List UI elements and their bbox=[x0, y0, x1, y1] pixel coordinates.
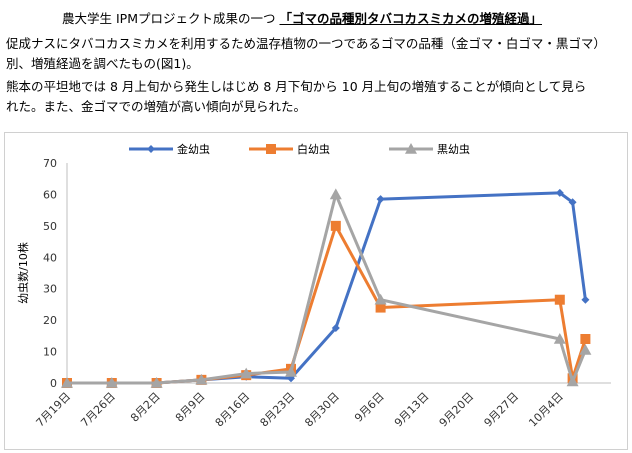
data-point bbox=[195, 373, 208, 385]
x-tick-label: 10月4日 bbox=[526, 390, 566, 430]
legend-marker bbox=[266, 144, 276, 154]
y-axis-label: 幼虫数/10株 bbox=[16, 242, 30, 304]
data-point bbox=[554, 294, 565, 305]
x-tick-label: 8月23日 bbox=[258, 390, 298, 430]
data-point bbox=[579, 344, 592, 355]
x-tick-label: 7月26日 bbox=[78, 390, 118, 430]
y-tick-label: 0 bbox=[50, 377, 57, 390]
description-line-4: れた。また、金ゴマでの増殖が高い傾向が見られた。 bbox=[6, 99, 307, 114]
data-point bbox=[331, 324, 340, 332]
series-line bbox=[67, 191, 587, 385]
series-line bbox=[67, 192, 587, 385]
data-point bbox=[580, 334, 591, 344]
x-tick-label: 7月19日 bbox=[34, 390, 74, 430]
legend-label: 白幼虫 bbox=[297, 142, 330, 156]
x-tick-label: 9月13日 bbox=[392, 390, 432, 430]
x-tick-label: 8月2日 bbox=[128, 390, 163, 425]
data-point bbox=[105, 377, 118, 388]
data-point bbox=[287, 374, 295, 383]
header: 農大学生 IPMプロジェクト成果の一つ 「ゴマの品種別タバコカスミカメの増殖経過」… bbox=[0, 0, 632, 130]
x-tick-label: 9月6日 bbox=[352, 390, 387, 425]
title-highlight: 「ゴマの品種別タバコカスミカメの増殖経過」 bbox=[279, 11, 542, 26]
y-tick-label: 30 bbox=[43, 283, 57, 296]
data-point bbox=[566, 375, 579, 387]
legend-label: 金幼虫 bbox=[177, 142, 210, 156]
data-point bbox=[568, 198, 577, 207]
x-tick-label: 9月20日 bbox=[437, 390, 477, 430]
data-point bbox=[150, 377, 163, 388]
y-tick-label: 60 bbox=[43, 188, 57, 201]
data-point bbox=[555, 188, 564, 197]
y-tick-label: 70 bbox=[43, 157, 57, 170]
y-tick-label: 10 bbox=[43, 346, 57, 359]
title-prefix: 農大学生 IPMプロジェクト成果の一つ bbox=[62, 11, 276, 26]
description-line-1: 促成ナスにタバコカスミカメを利用するため温存植物の一つであるゴマの品種（金ゴマ・… bbox=[6, 36, 606, 51]
y-tick-label: 40 bbox=[43, 251, 57, 264]
legend-marker bbox=[405, 143, 417, 154]
series-diamond bbox=[63, 188, 590, 387]
description-line-2: 別、増殖経過を調べたもの(図1)。 bbox=[6, 56, 199, 71]
legend-label: 黒幼虫 bbox=[437, 143, 470, 156]
y-tick-labels: 0 10 20 30 40 50 60 70 bbox=[43, 157, 57, 390]
data-point bbox=[330, 220, 341, 231]
data-point bbox=[581, 295, 590, 304]
data-point bbox=[61, 377, 73, 388]
x-tick-labels: 7月19日 7月26日 8月2日 8月9日 8月16日 8月23日 8月30日 9月6日 9月1… bbox=[34, 390, 566, 430]
series-line bbox=[67, 224, 587, 385]
legend: 金幼虫 白幼虫 黒幼虫 bbox=[129, 142, 470, 156]
chart-container: 0 10 20 30 40 50 60 70 7月19日 7月26日 8月2日 8月9日 8月16日 8… bbox=[4, 132, 628, 450]
data-point bbox=[553, 333, 566, 344]
data-point bbox=[285, 366, 297, 377]
series-triangle bbox=[61, 188, 592, 388]
x-tick-label: 8月30日 bbox=[302, 390, 342, 430]
x-tick-label: 8月16日 bbox=[213, 390, 253, 430]
data-point bbox=[329, 188, 342, 200]
data-point bbox=[374, 293, 387, 305]
data-point bbox=[376, 195, 385, 204]
data-point bbox=[240, 367, 253, 379]
series-layer bbox=[61, 188, 592, 388]
x-tick-label: 8月9日 bbox=[173, 390, 208, 425]
description-line-3: 熊本の平坦地では 8 月上旬から発生しはじめ 8 月下旬から 10 月上旬の増殖… bbox=[6, 79, 587, 94]
title-line: 農大学生 IPMプロジェクト成果の一つ 「ゴマの品種別タバコカスミカメの増殖経過」 bbox=[62, 8, 542, 27]
data-point bbox=[375, 302, 386, 313]
y-tick-label: 50 bbox=[43, 220, 57, 233]
x-tick-label: 9月27日 bbox=[482, 390, 522, 430]
legend-marker bbox=[147, 145, 155, 153]
y-tick-label: 20 bbox=[43, 314, 57, 327]
series-square bbox=[62, 220, 591, 388]
